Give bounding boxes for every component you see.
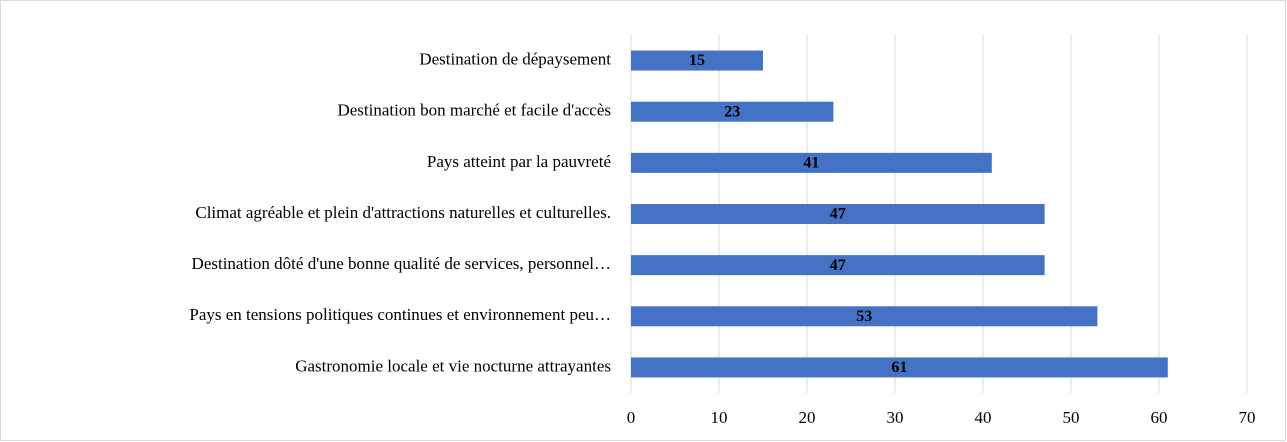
bar [631, 204, 1045, 224]
x-tick-label: 20 [799, 408, 816, 427]
x-tick-label: 40 [975, 408, 992, 427]
data-label: 23 [724, 103, 740, 120]
y-tick-label: Destination de dépaysement [419, 49, 611, 68]
y-tick-label: Climat agréable et plein d'attractions n… [195, 203, 611, 222]
x-tick-label: 10 [711, 408, 728, 427]
data-label: 47 [830, 206, 846, 223]
x-tick-label: 70 [1239, 408, 1256, 427]
bar [631, 50, 763, 71]
data-label: 61 [891, 359, 907, 376]
y-tick-label: Destination bon marché et facile d'accès [337, 101, 611, 120]
bar [631, 357, 1168, 378]
bar [631, 306, 1098, 327]
bar [631, 101, 834, 122]
data-label: 47 [830, 257, 846, 274]
y-tick-label: Gastronomie locale et vie nocturne attra… [295, 356, 611, 375]
data-label: 53 [856, 308, 872, 325]
data-label: 41 [803, 155, 819, 172]
bar [631, 152, 992, 173]
data-label: 15 [689, 52, 705, 69]
y-tick-label: Pays atteint par la pauvreté [427, 152, 611, 171]
bar [631, 255, 1045, 276]
x-tick-label: 30 [887, 408, 904, 427]
x-tick-label: 0 [627, 408, 636, 427]
x-tick-label: 60 [1151, 408, 1168, 427]
y-tick-label: Destination dôté d'une bonne qualité de … [192, 254, 611, 273]
x-tick-label: 50 [1063, 408, 1080, 427]
y-tick-label: Pays en tensions politiques continues et… [189, 305, 611, 324]
